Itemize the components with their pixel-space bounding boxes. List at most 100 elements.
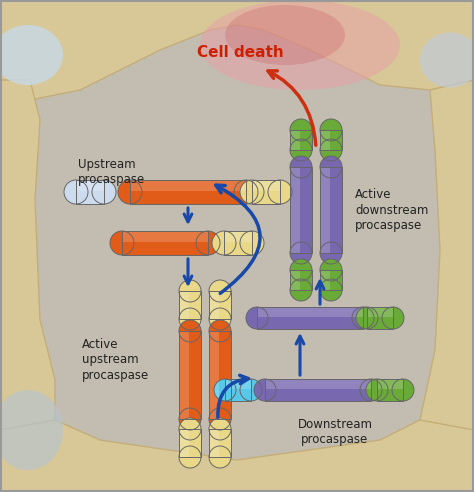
Bar bbox=[290, 167, 312, 253]
Ellipse shape bbox=[0, 25, 63, 85]
Bar bbox=[320, 167, 330, 253]
Circle shape bbox=[92, 180, 116, 204]
Ellipse shape bbox=[200, 0, 400, 90]
Bar bbox=[179, 331, 201, 419]
Bar bbox=[377, 379, 403, 401]
Bar bbox=[290, 130, 312, 150]
Bar bbox=[76, 180, 104, 191]
Bar bbox=[257, 307, 363, 329]
Bar bbox=[225, 379, 251, 389]
Bar bbox=[265, 379, 371, 401]
Circle shape bbox=[179, 408, 201, 430]
Circle shape bbox=[290, 139, 312, 161]
Circle shape bbox=[246, 307, 268, 329]
Circle shape bbox=[290, 156, 312, 178]
Bar bbox=[179, 331, 201, 419]
Bar bbox=[290, 270, 300, 290]
Circle shape bbox=[212, 231, 236, 255]
Circle shape bbox=[179, 308, 201, 330]
Ellipse shape bbox=[420, 32, 474, 88]
Circle shape bbox=[366, 379, 388, 401]
Ellipse shape bbox=[225, 5, 345, 65]
Bar bbox=[130, 180, 246, 204]
Circle shape bbox=[392, 379, 414, 401]
Circle shape bbox=[240, 180, 264, 204]
Polygon shape bbox=[0, 0, 55, 492]
Circle shape bbox=[268, 180, 292, 204]
Bar bbox=[367, 307, 393, 329]
Bar bbox=[265, 379, 371, 401]
Bar bbox=[209, 291, 231, 319]
Circle shape bbox=[179, 446, 201, 468]
Text: Downstream
procaspase: Downstream procaspase bbox=[298, 418, 373, 446]
Bar bbox=[130, 180, 246, 204]
Circle shape bbox=[290, 119, 312, 141]
Bar bbox=[224, 231, 252, 255]
Circle shape bbox=[320, 279, 342, 301]
Bar bbox=[320, 130, 342, 150]
Circle shape bbox=[290, 259, 312, 281]
Circle shape bbox=[209, 418, 231, 440]
Bar bbox=[320, 270, 330, 290]
Bar bbox=[122, 231, 208, 255]
Bar bbox=[320, 167, 342, 253]
Circle shape bbox=[209, 446, 231, 468]
Bar bbox=[209, 429, 231, 457]
Bar bbox=[257, 307, 363, 317]
Circle shape bbox=[360, 379, 382, 401]
Bar bbox=[252, 180, 280, 191]
Bar bbox=[179, 291, 189, 319]
Bar bbox=[179, 331, 189, 419]
Bar bbox=[290, 167, 300, 253]
Circle shape bbox=[234, 180, 258, 204]
Bar bbox=[76, 180, 104, 204]
Bar bbox=[290, 130, 300, 150]
Text: Active
downstream
procaspase: Active downstream procaspase bbox=[355, 188, 428, 232]
Bar bbox=[209, 429, 231, 457]
Circle shape bbox=[209, 408, 231, 430]
Circle shape bbox=[352, 307, 374, 329]
Bar bbox=[290, 130, 312, 150]
Bar bbox=[179, 429, 201, 457]
Circle shape bbox=[320, 156, 342, 178]
Circle shape bbox=[209, 320, 231, 342]
Bar bbox=[320, 167, 342, 253]
Polygon shape bbox=[0, 420, 474, 492]
Bar bbox=[209, 291, 231, 319]
Bar bbox=[290, 270, 312, 290]
Bar bbox=[179, 429, 189, 457]
Bar bbox=[224, 231, 252, 255]
Circle shape bbox=[320, 259, 342, 281]
Circle shape bbox=[254, 379, 276, 401]
Bar bbox=[122, 231, 208, 255]
Circle shape bbox=[290, 242, 312, 264]
Bar bbox=[367, 307, 393, 329]
Bar bbox=[257, 307, 363, 329]
Bar bbox=[320, 130, 342, 150]
Circle shape bbox=[240, 379, 262, 401]
Circle shape bbox=[382, 307, 404, 329]
Bar bbox=[252, 180, 280, 204]
Circle shape bbox=[64, 180, 88, 204]
Circle shape bbox=[196, 231, 220, 255]
Bar bbox=[320, 270, 342, 290]
Circle shape bbox=[320, 139, 342, 161]
Bar bbox=[290, 270, 312, 290]
Bar bbox=[367, 307, 393, 317]
Polygon shape bbox=[0, 0, 474, 100]
Circle shape bbox=[179, 280, 201, 302]
Bar bbox=[209, 331, 219, 419]
Circle shape bbox=[214, 379, 236, 401]
Bar bbox=[252, 180, 280, 204]
Bar bbox=[209, 331, 231, 419]
Circle shape bbox=[110, 231, 134, 255]
Polygon shape bbox=[420, 0, 474, 492]
Bar bbox=[225, 379, 251, 401]
Bar bbox=[290, 167, 312, 253]
Text: Cell death: Cell death bbox=[197, 45, 283, 60]
Bar bbox=[320, 130, 330, 150]
Circle shape bbox=[320, 119, 342, 141]
Bar bbox=[122, 231, 208, 242]
Bar bbox=[209, 429, 219, 457]
Bar bbox=[209, 331, 231, 419]
